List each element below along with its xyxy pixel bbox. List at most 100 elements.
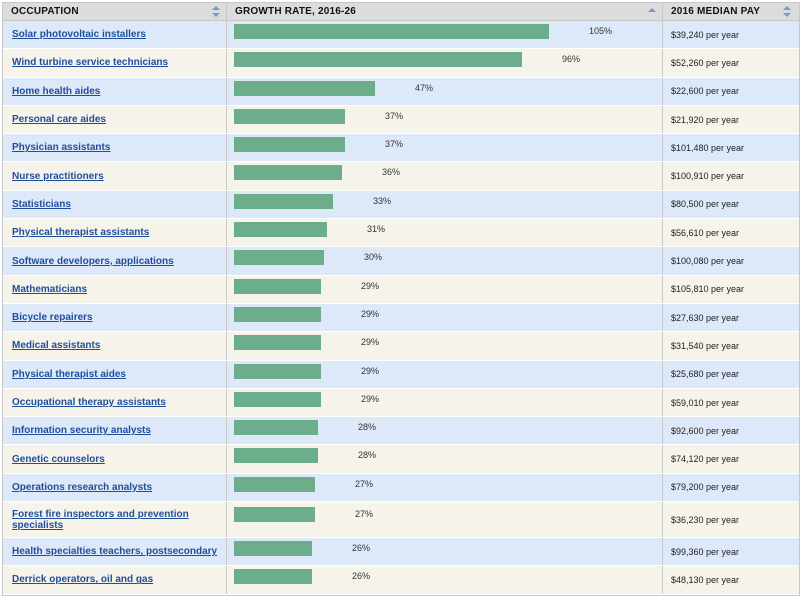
table-row: Physical therapist assistants 31% $56,610 … xyxy=(3,219,799,248)
table-row: Physician assistants 37% $101,480 per year xyxy=(3,134,799,163)
occupation-cell: Physical therapist assistants xyxy=(3,219,227,247)
occupation-link[interactable]: Operations research analysts xyxy=(12,481,153,493)
growth-cell: 28% xyxy=(227,417,663,445)
occupation-link[interactable]: Genetic counselors xyxy=(12,453,105,465)
table-row: Operations research analysts 27% $79,200 p… xyxy=(3,473,799,503)
median-pay-cell: $74,120 per year xyxy=(671,454,740,465)
occupation-link[interactable]: Occupational therapy assistants xyxy=(12,397,166,408)
growth-bar xyxy=(234,391,321,407)
sort-both-icon[interactable] xyxy=(212,6,220,17)
occupation-cell: Bicycle repairers xyxy=(3,303,227,332)
growth-bar xyxy=(234,420,318,436)
growth-label: 27% xyxy=(355,509,374,520)
occupation-link[interactable]: Software developers, applications xyxy=(12,255,174,267)
median-pay-cell: $105,810 per year xyxy=(671,284,745,295)
occupation-cell: Derrick operators, oil and gas xyxy=(3,566,227,594)
growth-cell: 36% xyxy=(227,162,663,190)
table-row: Forest fire inspectors and prevention sp… xyxy=(3,502,799,539)
sort-descending-icon[interactable] xyxy=(648,6,656,17)
growth-label: 37% xyxy=(385,110,404,121)
occupation-cell: Information security analysts xyxy=(3,417,227,445)
occupation-cell: Medical assistants xyxy=(3,332,227,360)
occupation-link[interactable]: Mathematicians xyxy=(12,283,88,295)
growth-column-header[interactable]: GROWTH RATE, 2016-26 xyxy=(227,3,663,20)
growth-label: 29% xyxy=(361,365,380,376)
median-pay-cell: $22,600 per year xyxy=(671,86,740,97)
occupation-link[interactable]: Information security analysts xyxy=(12,425,151,437)
occupation-link[interactable]: Statisticians xyxy=(12,198,71,210)
table-row: Occupational therapy assistants 29% $59,01… xyxy=(3,388,799,418)
table-row: Home health aides 47% $22,600 per year xyxy=(3,77,799,106)
growth-bar xyxy=(234,52,522,68)
growth-header-label: GROWTH RATE, 2016-26 xyxy=(235,6,357,17)
growth-label: 105% xyxy=(589,26,613,36)
median-pay-cell: $99,360 per year xyxy=(671,546,740,557)
median-pay-cell: $56,610 per year xyxy=(671,227,740,238)
occupation-link[interactable]: Derrick operators, oil and gas xyxy=(12,574,154,586)
occupation-link[interactable]: Wind turbine service technicians xyxy=(12,57,169,69)
growth-label: 33% xyxy=(373,195,392,206)
occupation-cell: Solar photovoltaic installers xyxy=(3,21,227,49)
growth-cell: 29% xyxy=(227,303,663,332)
median-pay-cell: $92,600 per year xyxy=(671,425,740,436)
growth-cell: 31% xyxy=(227,219,663,247)
occupation-cell: Forest fire inspectors and prevention sp… xyxy=(3,502,227,538)
growth-bar xyxy=(234,278,321,294)
occupation-link[interactable]: Health specialties teachers, postseconda… xyxy=(12,546,218,558)
growth-bar xyxy=(234,476,315,492)
growth-bar xyxy=(234,306,321,322)
table-row: Information security analysts 28% $92,600 … xyxy=(3,417,799,446)
growth-cell: 28% xyxy=(227,445,663,473)
growth-cell: 26% xyxy=(227,566,663,594)
occupation-link[interactable]: Physician assistants xyxy=(12,142,111,154)
median-pay-cell: $48,130 per year xyxy=(671,574,740,585)
growth-label: 96% xyxy=(562,54,581,65)
occupation-link[interactable]: Physical therapist assistants xyxy=(12,227,150,239)
occupation-link[interactable]: Forest fire inspectors and prevention sp… xyxy=(12,508,189,531)
median-pay-cell: $100,080 per year xyxy=(671,256,745,267)
growth-bar xyxy=(234,335,321,351)
occupation-link[interactable]: Medical assistants xyxy=(12,340,101,352)
occupation-cell: Statisticians xyxy=(3,190,227,219)
occupation-link[interactable]: Solar photovoltaic installers xyxy=(12,29,146,41)
growth-label: 36% xyxy=(382,167,401,178)
growth-cell: 30% xyxy=(227,247,663,275)
growth-bar xyxy=(234,448,318,464)
growth-label: 28% xyxy=(358,450,377,461)
occupation-link[interactable]: Personal care aides xyxy=(12,114,106,126)
growth-cell: 27% xyxy=(227,502,663,538)
occupation-cell: Occupational therapy assistants xyxy=(3,388,227,417)
growth-label: 47% xyxy=(415,82,434,93)
growth-bar xyxy=(234,569,312,585)
growth-cell: 37% xyxy=(227,134,663,162)
median-pay-cell: $36,230 per year xyxy=(671,514,740,525)
growth-cell: 37% xyxy=(227,105,663,134)
table-row: Solar photovoltaic installers 105% $39,240… xyxy=(3,21,799,50)
occupation-link[interactable]: Nurse practitioners xyxy=(12,170,104,182)
growth-bar xyxy=(234,108,345,124)
occupation-cell: Nurse practitioners xyxy=(3,162,227,190)
pay-column-header[interactable]: 2016 MEDIAN PAY xyxy=(663,3,797,20)
occupation-link[interactable]: Physical therapist aides xyxy=(12,368,126,380)
occupation-cell: Mathematicians xyxy=(3,275,227,303)
occupation-cell: Wind turbine service technicians xyxy=(3,49,227,77)
occupation-cell: Software developers, applications xyxy=(3,247,227,275)
median-pay-cell: $27,630 per year xyxy=(671,312,740,323)
occupation-cell: Physical therapist aides xyxy=(3,360,227,388)
median-pay-cell: $100,910 per year xyxy=(671,171,745,182)
occupation-header-label: OCCUPATION xyxy=(11,6,79,17)
growth-bar xyxy=(234,80,375,96)
table-row: Mathematicians 29% $105,810 per year xyxy=(3,275,799,304)
occupation-link[interactable]: Bicycle repairers xyxy=(12,312,93,324)
median-pay-cell: $39,240 per year xyxy=(671,29,740,40)
growth-bar xyxy=(234,250,324,266)
occupation-link[interactable]: Home health aides xyxy=(12,85,101,97)
median-pay-cell: $52,260 per year xyxy=(671,57,740,68)
pay-header-label: 2016 MEDIAN PAY xyxy=(671,6,761,17)
occupation-column-header[interactable]: OCCUPATION xyxy=(3,3,227,20)
growth-bar xyxy=(234,24,549,39)
table-row: Nurse practitioners 36% $100,910 per year xyxy=(3,162,799,191)
table-row: Derrick operators, oil and gas 26% $48,130… xyxy=(3,566,799,595)
sort-both-icon[interactable] xyxy=(783,6,791,17)
